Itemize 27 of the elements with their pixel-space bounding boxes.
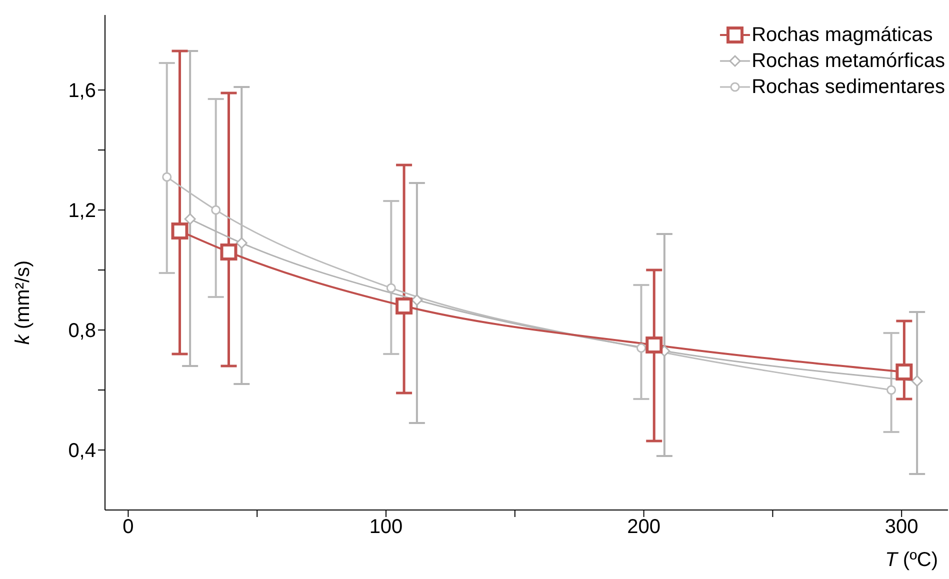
y-tick-label: 1,6 — [68, 80, 96, 102]
x-tick-label: 200 — [627, 516, 660, 538]
legend-label: Rochas metamórficas — [752, 50, 945, 72]
x-tick-label: 100 — [369, 516, 403, 538]
x-axis-title: T (ºC) — [885, 549, 938, 571]
point — [211, 205, 221, 215]
point — [411, 294, 423, 306]
y-axis-title: k (mm²/s) — [12, 260, 34, 345]
point — [636, 343, 646, 353]
point — [184, 213, 196, 225]
x-tick-label: 300 — [884, 516, 918, 538]
point — [236, 237, 248, 249]
y-tick-label: 0,8 — [68, 320, 96, 342]
y-tick-label: 1,2 — [68, 200, 96, 222]
point — [911, 375, 923, 387]
point — [886, 385, 896, 395]
legend-label: Rochas sedimentares — [752, 76, 945, 98]
point — [220, 244, 238, 260]
point — [646, 336, 663, 354]
point — [386, 283, 396, 293]
point — [162, 172, 172, 182]
point — [896, 364, 913, 380]
legend-label: Rochas magmáticas — [752, 24, 933, 46]
point — [396, 298, 413, 314]
point — [171, 222, 188, 240]
x-tick-label: 0 — [122, 516, 134, 538]
y-tick-label: 0,4 — [68, 440, 96, 462]
